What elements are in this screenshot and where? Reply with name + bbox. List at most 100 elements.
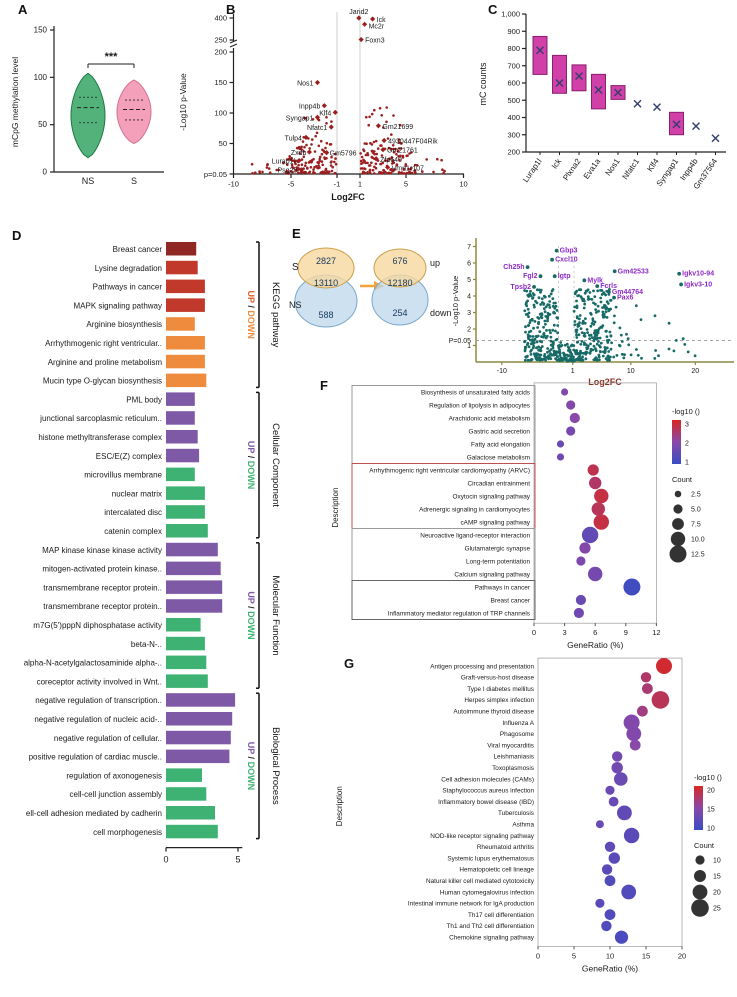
pathway-label: Arachidonic acid metabolism [449, 415, 530, 422]
panel-e: E S NS 2827 13110 588 676 12180 254 up down 1 2 3 4 5 6… [288, 226, 737, 394]
chart-text: 1,000 [501, 10, 520, 19]
gene-label: Gm5796 [330, 151, 357, 158]
chart-text: 6 [593, 628, 597, 637]
go-term-label: negative regulation of transcription.. [35, 696, 162, 705]
size-legend-dot [695, 855, 705, 865]
venn-count: 13110 [314, 278, 338, 288]
venn-right-top [373, 248, 427, 288]
size-legend-dot [672, 518, 684, 530]
chart-text: 400 [214, 14, 227, 23]
go-term-label: transmembrane receptor protein.. [43, 602, 162, 611]
pathway-label: Antigen processing and presentation [430, 663, 534, 670]
go-bar [166, 636, 205, 651]
go-bar [166, 561, 221, 576]
chart-text: 15 [707, 807, 715, 814]
chart-text: 10 [606, 951, 614, 960]
gene-label: Lurap1l [272, 159, 296, 166]
size-legend-dot [694, 870, 706, 882]
gene-label: Zfp640 [380, 157, 402, 164]
go-bar [166, 298, 205, 312]
chart-text: 700 [507, 61, 520, 70]
chart-text: 15 [713, 874, 721, 881]
pathway-label: cAMP signaling pathway [460, 519, 530, 526]
pathway-label: Gastric acid secretion [469, 428, 531, 435]
chart-text: 150 [214, 78, 227, 87]
kegg-dotplot-f: Biosynthesis of unsaturated fatty acids R… [331, 382, 705, 650]
pathway-label: Viral myocarditis [487, 742, 534, 749]
go-term-label: alpha-N-acetylgalactosaminide alpha-.. [24, 659, 162, 668]
volcano-points [250, 15, 446, 175]
gene-label: Tulp4 [285, 135, 302, 142]
pathway-label: Inflammatory bowel disease (IBD) [438, 799, 534, 806]
pathway-label: Inflammatory mediator regulation of TRP … [388, 610, 530, 617]
size-legend-dot [669, 545, 687, 563]
chart-text: 10 [627, 368, 635, 375]
go-bar [166, 712, 233, 726]
chart-text: 50 [219, 139, 227, 148]
gene-label: Syngap1 [286, 115, 314, 122]
chart-text: 0 [163, 855, 168, 865]
panel-a: A 0 50 100 150 mCpG methylation level NS S *** [6, 2, 170, 216]
go-bar [166, 787, 207, 801]
x-tick-label: Ick [550, 156, 564, 170]
gene-label: Mc2r [369, 23, 385, 30]
go-bar [166, 618, 201, 632]
pathway-label: Calcium signaling pathway [454, 571, 530, 578]
pathway-label: Graft-versus-host disease [461, 675, 535, 682]
venn-count: 676 [392, 256, 407, 266]
gene-label: Gm44764 [612, 289, 643, 296]
chart-text: 10 [713, 858, 721, 865]
x-axis-label: Log2FC [588, 377, 622, 387]
pathway-label: Phagosome [500, 731, 535, 738]
box-chart: 200 300 400 500 600 700 800 900 1,000 mC counts Lu… [478, 10, 726, 191]
gene-label: Igkv10-94 [682, 271, 714, 278]
up-down-label: UP / DOWN [246, 441, 256, 489]
x-tick-label: Nos1 [604, 157, 622, 178]
chart-text: 50 [38, 120, 47, 129]
y-axis-label: -Log10 p-Value [451, 276, 460, 327]
chart-text: 100 [214, 109, 227, 118]
venn-side-label: up [430, 258, 440, 268]
pathway-label: Arrhythmogenic right ventricular cardiom… [369, 467, 530, 474]
go-bar [166, 467, 195, 482]
chart-text: 500 [507, 96, 520, 105]
label-group-box [351, 385, 536, 464]
go-term-label: cell morphogenesis [93, 828, 162, 837]
up-down-label: UP / DOWN [246, 742, 256, 790]
go-bar [166, 524, 208, 538]
chart-text: 10.0 [691, 537, 705, 544]
chart-text: 5 [467, 277, 471, 284]
panel-b-label: B [226, 2, 236, 17]
x-tick-label: NS [82, 176, 95, 186]
go-term-label: negative regulation of nucleic acid-.. [34, 715, 162, 724]
pathway-label: Biosynthesis of unsaturated fatty acids [421, 389, 530, 396]
go-bar [166, 674, 208, 688]
go-term-label: beta-N-.. [131, 640, 162, 649]
chart-text: 20 [713, 890, 721, 897]
chart-text: 400 [507, 113, 520, 122]
panel-g-label: G [344, 656, 355, 671]
pathway-label: Hematopoietic cell lineage [459, 867, 534, 874]
chart-text: 5 [404, 180, 408, 189]
venn-count: 12180 [387, 278, 412, 288]
gene-label: Ick [377, 17, 386, 24]
pathway-label: Autoimmune thyroid disease [453, 709, 534, 716]
go-term-label: junctional sarcoplasmic reticulum.. [39, 414, 162, 423]
panel-d-label: D [12, 228, 22, 243]
go-bar [166, 392, 195, 406]
gene-label: Igkv3-10 [684, 281, 712, 288]
venn-set-label: S [292, 262, 299, 273]
go-bar [166, 542, 218, 557]
chart-text: 900 [507, 27, 520, 36]
dot-series [595, 658, 672, 944]
pathway-label: Chemokine signaling pathway [449, 935, 535, 942]
go-bar [166, 279, 205, 294]
pathway-label: Staphylococcus aureus infection [442, 788, 534, 795]
x-axis-label: GeneRatio (%) [567, 640, 623, 650]
range-box [552, 54, 567, 94]
size-legend-title: Count [672, 475, 693, 484]
go-term-label: Arrhythmogenic right ventricular.. [45, 339, 162, 348]
go-term-label: mitogen-activated protein kinase.. [42, 565, 162, 574]
go-bar [166, 655, 207, 670]
